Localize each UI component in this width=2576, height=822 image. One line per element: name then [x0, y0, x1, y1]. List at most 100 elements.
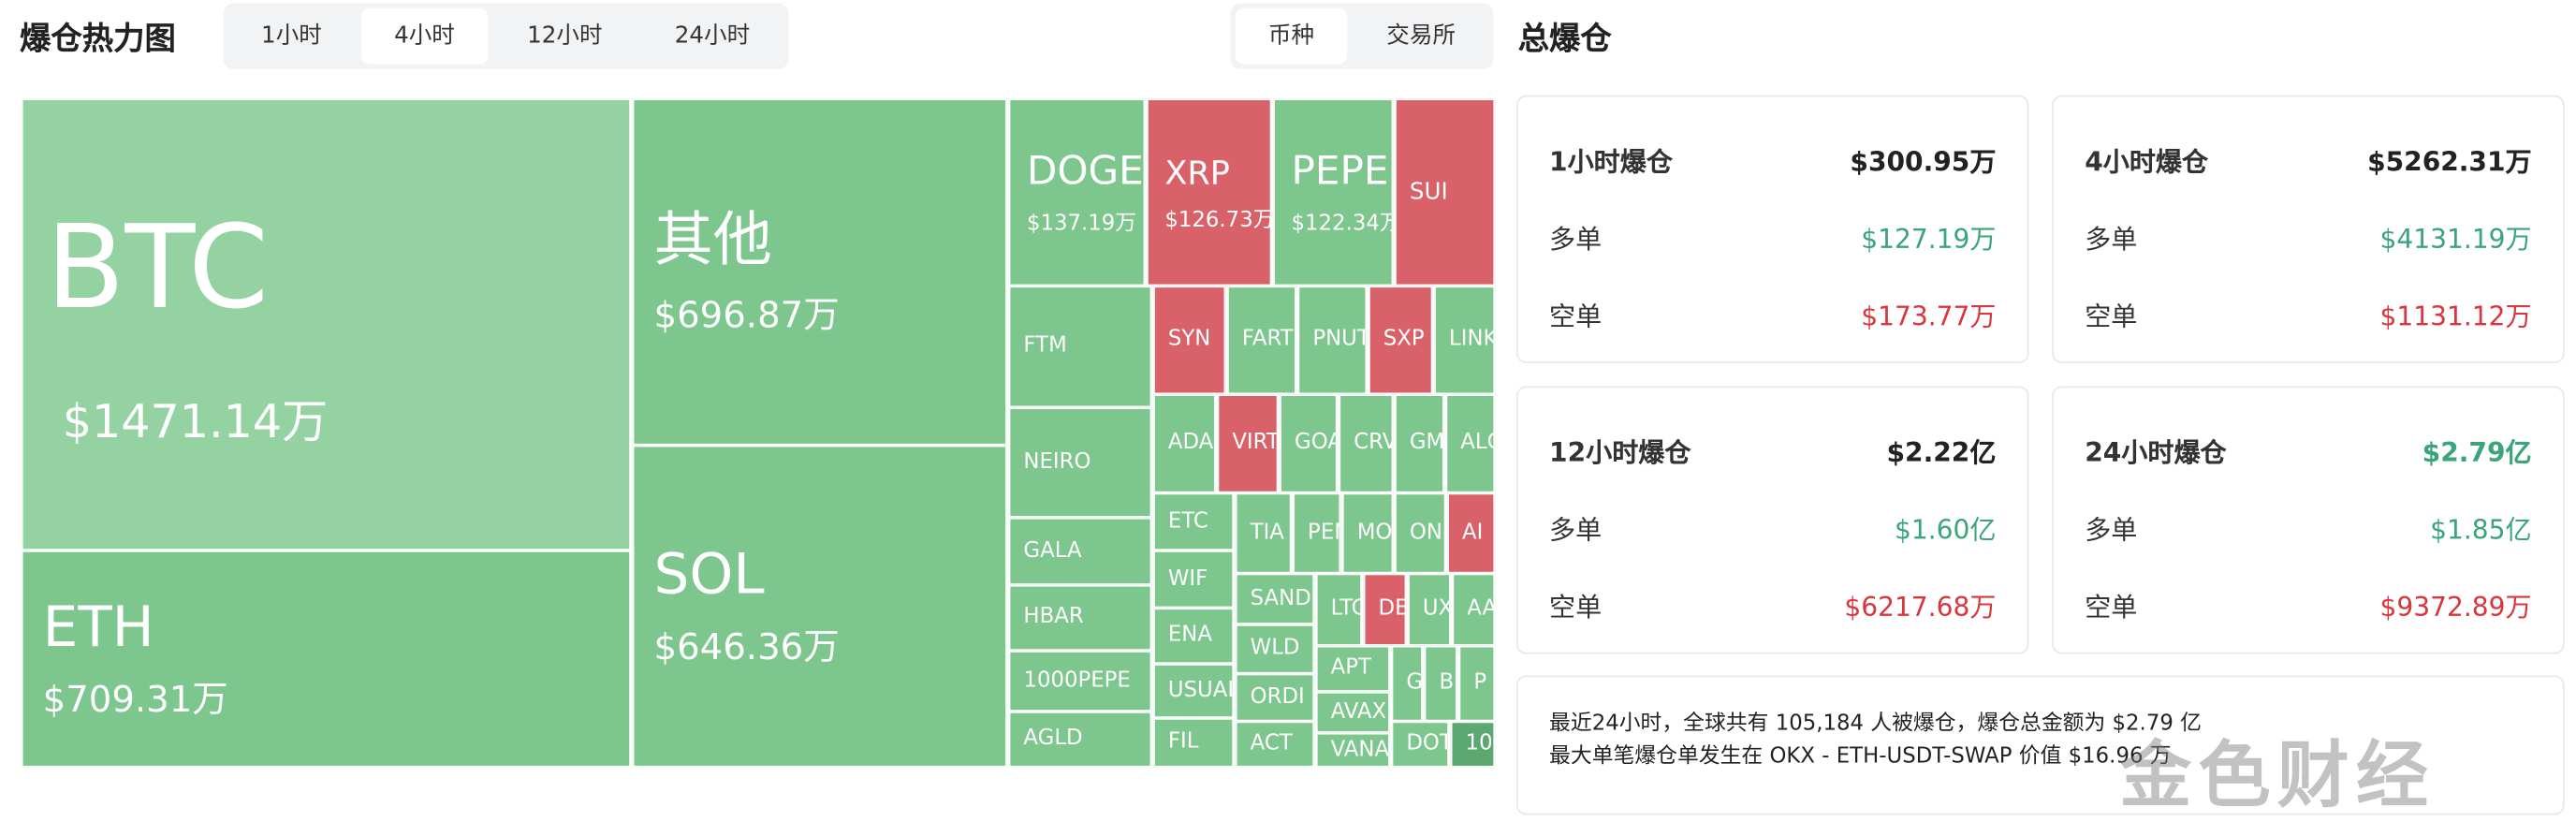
time-tabs: 1小时 4小时 12小时 24小时: [223, 3, 788, 69]
tile-name: FIL: [1167, 729, 1199, 755]
tile-name: ORDI: [1250, 684, 1305, 710]
treemap-tile[interactable]: TIA: [1235, 492, 1292, 574]
tile-name: MO: [1356, 520, 1393, 546]
group-tab[interactable]: 交易所: [1386, 22, 1456, 50]
row-value: $1.60亿: [1894, 514, 1997, 546]
treemap-tile[interactable]: AGLD: [1008, 711, 1152, 768]
treemap-tile[interactable]: 1000PEPE: [1008, 651, 1152, 712]
treemap-tile[interactable]: LINK: [1434, 286, 1496, 395]
treemap-tile[interactable]: GOA: [1280, 394, 1338, 493]
tile-name: WLD: [1250, 636, 1300, 661]
tile-name: GOA: [1295, 431, 1336, 456]
treemap-tile[interactable]: SUI: [1395, 98, 1496, 286]
treemap-tile[interactable]: PNUT: [1297, 286, 1368, 395]
group-tab[interactable]: 币种: [1235, 7, 1348, 65]
row-label: 多单: [2085, 514, 2138, 546]
tile-name: GALA: [1023, 538, 1082, 564]
treemap-tile[interactable]: 其他 $696.87万: [632, 98, 1007, 446]
tile-name: NEIRO: [1023, 449, 1091, 475]
treemap-tile[interactable]: AVAX: [1315, 691, 1390, 733]
treemap-tile[interactable]: XRP $126.73万: [1147, 98, 1272, 286]
treemap-tile[interactable]: LTC: [1315, 573, 1362, 646]
treemap-tile[interactable]: PEN: [1293, 492, 1341, 574]
time-tab[interactable]: 4小时: [360, 7, 488, 65]
treemap-tile[interactable]: AA: [1452, 573, 1496, 646]
row-label: 空单: [2085, 591, 2138, 624]
treemap-tile[interactable]: VIRT: [1217, 394, 1279, 493]
treemap-tile[interactable]: DOGE $137.19万: [1008, 98, 1146, 286]
treemap-tile[interactable]: B: [1424, 645, 1457, 722]
treemap-tile[interactable]: DE: [1363, 573, 1407, 646]
treemap-tile[interactable]: WIF: [1153, 550, 1235, 609]
treemap-tile[interactable]: ETC: [1153, 492, 1235, 550]
treemap-tile[interactable]: FTM: [1008, 286, 1152, 408]
treemap-tile[interactable]: ETH $709.31万: [21, 550, 631, 768]
treemap-tile[interactable]: PEPE $122.34万: [1273, 98, 1394, 286]
treemap-tile[interactable]: SYN: [1153, 286, 1226, 395]
tile-name: 其他: [653, 206, 772, 274]
summary-card: 24小时爆仓 $2.79亿 多单 $1.85亿 空单 $9372.89万: [2052, 386, 2565, 654]
treemap-tile[interactable]: FIL: [1153, 717, 1235, 768]
tile-name: GM: [1409, 431, 1444, 456]
tile-name: 100: [1465, 731, 1494, 756]
treemap-tile[interactable]: CRV: [1339, 394, 1394, 493]
tile-name: FART: [1241, 327, 1294, 352]
card-row: 空单 $6217.68万: [1549, 585, 1996, 624]
treemap-tile[interactable]: VANA: [1315, 732, 1390, 768]
treemap-tile[interactable]: WLD: [1235, 624, 1315, 674]
tile-name: HBAR: [1023, 605, 1084, 630]
card-row: 空单 $173.77万: [1549, 294, 1996, 333]
notes-card: 最近24小时，全球共有 105,184 人被爆仓，爆仓总金额为 $2.79 亿 …: [1515, 675, 2565, 815]
treemap-tile[interactable]: GM: [1395, 394, 1444, 493]
tile-name: B: [1439, 670, 1455, 696]
row-value: $5262.31万: [2367, 146, 2532, 178]
row-label: 空单: [1549, 591, 1603, 624]
treemap-tile[interactable]: SAND: [1235, 573, 1315, 624]
row-label: 1小时爆仓: [1549, 146, 1673, 178]
treemap-tile[interactable]: USUAL: [1153, 664, 1235, 718]
treemap-tile[interactable]: NEIRO: [1008, 407, 1152, 518]
tile-name: AGLD: [1023, 727, 1083, 752]
tile-name: AA: [1467, 596, 1496, 622]
card-row: 空单 $9372.89万: [2085, 585, 2531, 624]
treemap-tile[interactable]: ADA: [1153, 394, 1216, 493]
time-tab[interactable]: 12小时: [527, 22, 603, 50]
treemap-tile[interactable]: ENA: [1153, 608, 1235, 665]
treemap-tile[interactable]: AI: [1447, 492, 1496, 574]
treemap-tile[interactable]: SXP: [1368, 286, 1433, 395]
treemap-tile[interactable]: SOL $646.36万: [632, 445, 1007, 768]
treemap-tile[interactable]: DOT: [1391, 721, 1449, 768]
treemap-tile[interactable]: MO: [1341, 492, 1394, 574]
row-label: 12小时爆仓: [1549, 436, 1691, 469]
tile-name: CRV: [1354, 431, 1394, 456]
treemap-tile[interactable]: APT: [1315, 645, 1390, 692]
treemap-tile[interactable]: BTC $1471.14万: [21, 98, 631, 550]
treemap-tile[interactable]: HBAR: [1008, 584, 1152, 652]
tile-name: G: [1406, 670, 1423, 696]
tile-value: $126.73万: [1164, 208, 1272, 233]
tile-name: UX: [1422, 596, 1451, 622]
treemap-tile[interactable]: ALC: [1445, 394, 1496, 493]
row-label: 多单: [1549, 514, 1603, 546]
treemap-tile[interactable]: G: [1391, 645, 1423, 722]
row-value: $173.77万: [1861, 301, 1997, 332]
tile-name: SUI: [1409, 178, 1448, 205]
treemap-tile[interactable]: ORDI: [1235, 673, 1315, 722]
treemap-tile[interactable]: ACT: [1235, 721, 1315, 768]
tile-name: PNUT: [1312, 327, 1368, 352]
tile-name: PEN: [1308, 520, 1339, 546]
tile-name: TIA: [1250, 520, 1284, 546]
row-value: $1131.12万: [2379, 301, 2532, 332]
time-tab[interactable]: 24小时: [674, 22, 751, 50]
treemap-tile[interactable]: P: [1458, 645, 1496, 722]
treemap-tile[interactable]: GALA: [1008, 517, 1152, 585]
note-line: 最近24小时，全球共有 105,184 人被爆仓，爆仓总金额为 $2.79 亿: [1549, 711, 2202, 737]
treemap-tile[interactable]: ON: [1395, 492, 1446, 574]
treemap-tile[interactable]: FART: [1227, 286, 1296, 395]
time-tab[interactable]: 1小时: [261, 22, 322, 50]
treemap-tile[interactable]: UX: [1408, 573, 1451, 646]
treemap-tile[interactable]: 100: [1450, 721, 1496, 768]
tile-name: USUAL: [1167, 678, 1235, 703]
tile-name: LINK: [1448, 327, 1496, 352]
